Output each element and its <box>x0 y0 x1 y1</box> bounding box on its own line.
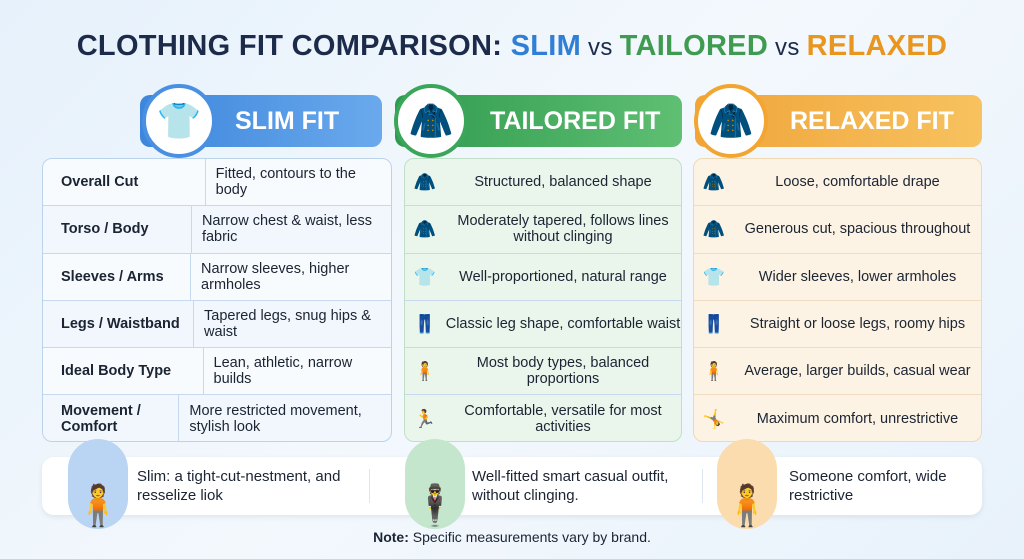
tailored-row-icon: 👕 <box>413 266 437 287</box>
tailored-value: Well-proportioned, natural range <box>459 268 667 285</box>
tailored-table: 🧥 Structured, balanced shape 🧥 Moderately t… <box>404 158 682 442</box>
relaxed-row-icon: 🧍 <box>702 361 726 382</box>
tshirt-icon: 👕 <box>142 84 216 158</box>
tailored-value: Moderately tapered, follows lines withou… <box>457 213 669 246</box>
title-tailored: TAILORED <box>619 30 769 62</box>
table-row: 🧥 Loose, comfortable drape <box>694 159 981 207</box>
relaxed-value: Maximum comfort, unrestrictive <box>756 411 959 428</box>
tailored-value: Comfortable, versatile for most activiti… <box>464 403 662 436</box>
table-row: Movement / Comfort More restricted moveme… <box>43 395 391 441</box>
relaxed-value: Loose, comfortable drape <box>775 174 940 191</box>
table-row: 🤸 Maximum comfort, unrestrictive <box>694 395 981 441</box>
table-row: 👕 Wider sleeves, lower armholes <box>694 254 981 301</box>
relaxed-row-icon: 🧥 <box>702 172 726 193</box>
tailored-value: Classic leg shape, comfortable waist <box>445 316 681 333</box>
row-label: Torso / Body <box>43 206 192 253</box>
table-row: Overall Cut Fitted, contours to the body <box>43 159 391 207</box>
slim-table: Overall Cut Fitted, contours to the body T… <box>42 158 392 442</box>
note-label: Note: <box>373 529 409 545</box>
table-row: 🧥 Moderately tapered, follows lines witho… <box>405 206 681 254</box>
slim-value: More restricted movement, stylish look <box>189 403 362 436</box>
table-row: Legs / Waistband Tapered legs, snug hips … <box>43 300 391 349</box>
tailored-row-icon: 👖 <box>413 314 437 335</box>
relaxed-row-icon: 👖 <box>702 314 726 335</box>
header-label: TAILORED FIT <box>490 106 661 135</box>
blazer-icon: 🧥 <box>394 84 468 158</box>
tailored-value: Most body types, balanced proportions <box>476 355 650 388</box>
note-text: Specific measurements vary by brand. <box>408 529 651 545</box>
row-label: Ideal Body Type <box>43 348 204 395</box>
tailored-row-icon: 🧍 <box>413 361 437 382</box>
examples-bar: 🧍 Slim: a tight-cut-nestment, and ressel… <box>42 439 982 529</box>
relaxed-value: Straight or loose legs, roomy hips <box>749 316 966 333</box>
header-label: SLIM FIT <box>235 106 340 135</box>
relaxed-row-icon: 👕 <box>702 266 726 287</box>
table-row: 🏃 Comfortable, versatile for most activit… <box>405 395 681 441</box>
header-label: RELAXED FIT <box>790 106 954 135</box>
slim-example-text: Slim: a tight-cut-nestment, and resseliz… <box>137 468 341 504</box>
tailored-row-icon: 🧥 <box>413 172 437 193</box>
relaxed-row-icon: 🤸 <box>702 409 726 430</box>
relaxed-table: 🧥 Loose, comfortable drape 🧥 Generous cut, … <box>693 158 982 442</box>
title-vs: vs <box>768 34 807 61</box>
divider <box>702 469 703 503</box>
row-label: Movement / Comfort <box>43 395 180 441</box>
table-row: Torso / Body Narrow chest & waist, less f… <box>43 206 391 254</box>
slim-value: Narrow sleeves, higher armholes <box>201 260 350 293</box>
title-text: CLOTHING FIT COMPARISON: <box>76 30 511 62</box>
tailored-row-icon: 🏃 <box>413 409 437 430</box>
table-row: 🧥 Generous cut, spacious throughout <box>694 206 981 254</box>
relaxed-value: Generous cut, spacious throughout <box>744 221 971 238</box>
slim-value: Narrow chest & waist, less fabric <box>201 213 372 246</box>
table-row: 🧥 Structured, balanced shape <box>405 159 681 207</box>
tailored-value: Structured, balanced shape <box>474 174 652 191</box>
table-row: 👖 Classic leg shape, comfortable waist <box>405 301 681 349</box>
page-title: CLOTHING FIT COMPARISON: SLIM vs TAILORE… <box>0 30 1024 63</box>
slim-value: Lean, athletic, narrow builds <box>213 355 353 388</box>
row-label: Sleeves / Arms <box>43 253 192 300</box>
relaxed-row-icon: 🧥 <box>702 219 726 240</box>
relaxed-value: Wider sleeves, lower armholes <box>758 268 957 285</box>
tailored-example-text: Well-fitted smart casual outfit, without… <box>472 468 669 504</box>
table-row: 🧍 Most body types, balanced proportions <box>405 348 681 396</box>
footnote: Note: Specific measurements vary by bran… <box>0 529 1024 545</box>
row-label: Legs / Waistband <box>43 300 195 348</box>
relaxed-figure-icon: 🧍 <box>717 439 777 529</box>
title-vs: vs <box>581 34 620 61</box>
table-row: Ideal Body Type Lean, athletic, narrow bu… <box>43 348 391 396</box>
tailored-figure-icon: 🕴 <box>405 439 465 529</box>
relaxed-example-text: Someone comfort, wide restrictive <box>789 468 947 504</box>
divider <box>369 469 370 503</box>
hoodie-icon: 🧥 <box>694 84 768 158</box>
slim-value: Fitted, contours to the body <box>215 166 356 199</box>
slim-figure-icon: 🧍 <box>68 439 128 529</box>
slim-value: Tapered legs, snug hips & waist <box>204 308 371 341</box>
title-relaxed: RELAXED <box>806 30 948 62</box>
table-row: Sleeves / Arms Narrow sleeves, higher arm… <box>43 253 391 301</box>
row-label: Overall Cut <box>43 159 206 206</box>
relaxed-value: Average, larger builds, casual wear <box>744 363 971 380</box>
table-row: 👖 Straight or loose legs, roomy hips <box>694 301 981 349</box>
table-row: 🧍 Average, larger builds, casual wear <box>694 348 981 396</box>
tailored-row-icon: 🧥 <box>413 219 437 240</box>
table-row: 👕 Well-proportioned, natural range <box>405 254 681 301</box>
title-slim: SLIM <box>510 30 582 62</box>
